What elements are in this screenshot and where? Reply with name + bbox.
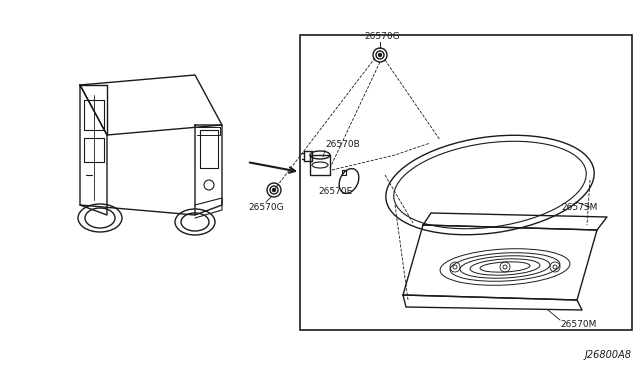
Ellipse shape [378,54,381,57]
Text: 26570B: 26570B [325,140,360,149]
Text: 26570G: 26570G [364,32,400,41]
Text: 26573M: 26573M [562,203,598,212]
Text: J26800A8: J26800A8 [585,350,632,360]
Bar [300,35,632,330]
Text: 26570M: 26570M [560,320,596,329]
Ellipse shape [273,189,275,192]
Text: 26570G: 26570G [248,203,284,212]
Text: 26570E: 26570E [318,187,352,196]
